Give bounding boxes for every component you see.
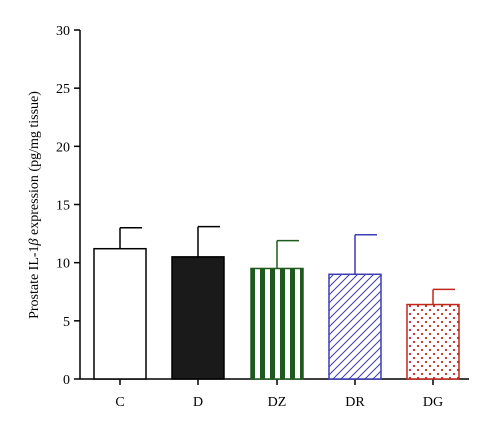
bar-c xyxy=(93,247,147,380)
bar-dr xyxy=(328,273,382,380)
y-tick-label: 25 xyxy=(56,82,70,97)
bar-d xyxy=(171,256,225,380)
x-tick-label-dz: DZ xyxy=(268,395,287,410)
x-tick-label-dr: DR xyxy=(345,395,365,410)
y-tick-label: 0 xyxy=(63,373,70,388)
y-tick-label: 20 xyxy=(56,140,70,155)
y-tick-label: 30 xyxy=(56,24,70,39)
y-tick-label: 15 xyxy=(56,199,70,214)
x-tick-label-c: C xyxy=(115,395,124,410)
y-axis: 0 5 10 15 20 25 30 xyxy=(56,24,81,388)
y-tick-label: 5 xyxy=(63,315,70,330)
x-tick-label-d: D xyxy=(193,395,203,410)
y-axis-title: Prostate IL-1β expression (pg/mg tissue) xyxy=(27,91,42,319)
bar-dz xyxy=(250,267,304,380)
x-tick-label-dg: DG xyxy=(423,395,443,410)
bar-dg xyxy=(406,303,460,380)
x-axis: C D DZ DR DG xyxy=(80,378,469,410)
y-tick-label: 10 xyxy=(56,257,70,272)
bars-group xyxy=(93,225,460,380)
